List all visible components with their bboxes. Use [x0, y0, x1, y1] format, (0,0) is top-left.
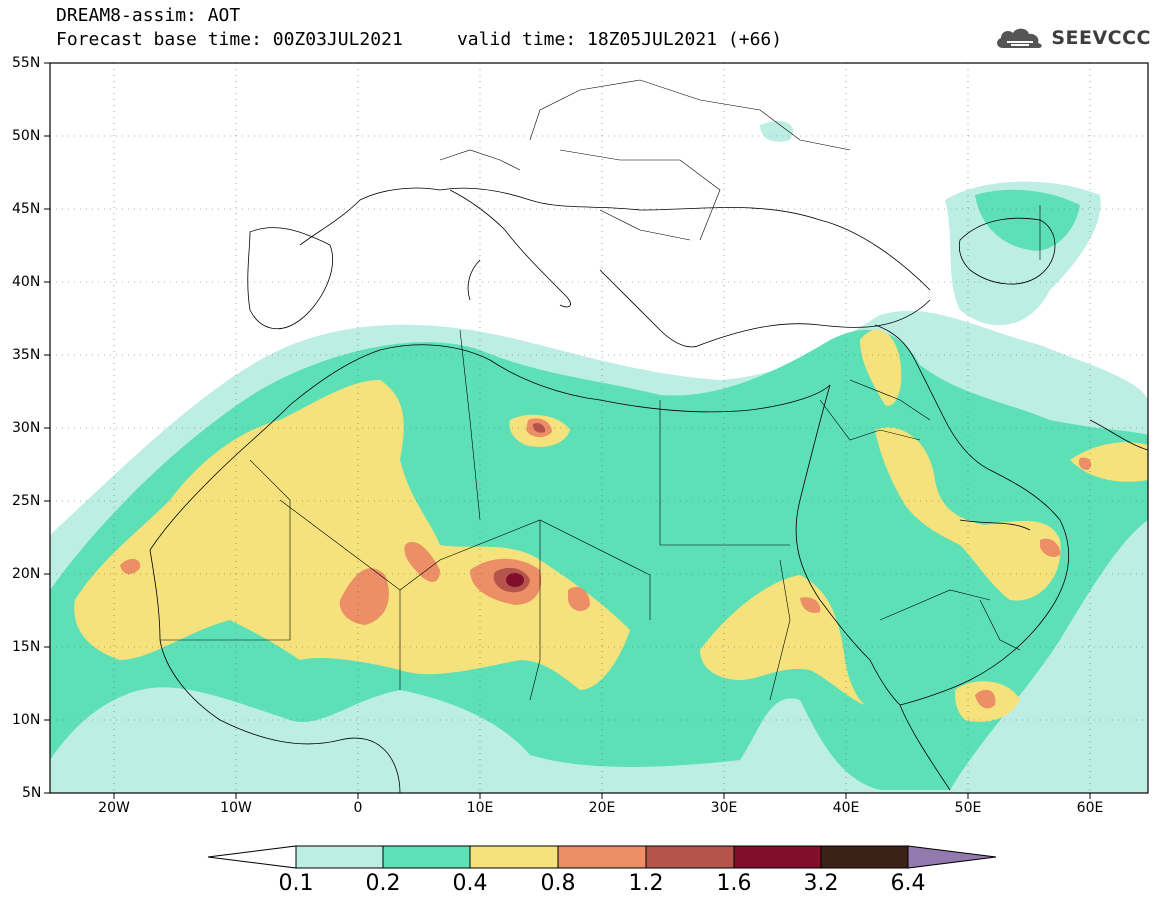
lon-label: 30E [710, 800, 738, 816]
cloud-icon [997, 28, 1043, 48]
lat-label: 25N [12, 493, 41, 509]
colorbar-swatch-2 [382, 845, 471, 869]
brand-name: SEEVCCC [1051, 27, 1151, 49]
colorbar-label: 0.2 [365, 871, 401, 896]
colorbar-label: 1.6 [716, 871, 752, 896]
lat-label: 30N [12, 420, 41, 436]
lon-label: 10E [466, 800, 494, 816]
lat-label: 20N [12, 566, 41, 582]
colorbar-swatch-5 [645, 845, 735, 869]
lat-label: 40N [12, 274, 41, 290]
lat-label: 50N [12, 128, 41, 144]
lon-label: 40E [832, 800, 860, 816]
colorbar-swatch-7 [820, 845, 909, 869]
lat-label: 15N [12, 639, 41, 655]
colorbar-label: 6.4 [890, 871, 926, 896]
colorbar-label: 1.2 [628, 871, 664, 896]
lat-label: 10N [12, 712, 41, 728]
aot-field-1.6 [506, 573, 524, 587]
brand-logo: SEEVCCC [993, 24, 1151, 52]
lat-label: 5N [22, 785, 42, 801]
aot-field-0.4 [74, 329, 1148, 722]
colorbar-label: 0.8 [540, 871, 576, 896]
lon-label: 50E [954, 800, 982, 816]
map-title: DREAM8-assim: AOT [56, 5, 241, 26]
coastlines [149, 187, 1148, 793]
colorbar-label: 0.1 [278, 871, 314, 896]
country-borders [160, 79, 1041, 701]
lon-label: 10W [220, 800, 252, 816]
colorbar-swatch-over [907, 845, 997, 869]
colorbar-swatch-4 [557, 845, 647, 869]
colorbar-label: 0.4 [452, 871, 488, 896]
colorbar-label: 3.2 [803, 871, 839, 896]
colorbar-swatch-under [207, 845, 297, 869]
colorbar-swatch-1 [295, 845, 384, 869]
lat-label: 55N [12, 55, 41, 71]
axis-ticks [44, 62, 1091, 799]
lon-label: 20E [588, 800, 616, 816]
lat-label: 45N [12, 201, 41, 217]
colorbar-swatch-3 [469, 845, 559, 869]
colorbar [207, 845, 997, 869]
lon-label: 0 [353, 800, 363, 816]
forecast-time-line: Forecast base time: 00Z03JUL2021 valid t… [56, 29, 783, 50]
lat-label: 35N [12, 347, 41, 363]
colorbar-swatch-6 [733, 845, 822, 869]
lon-label: 20W [98, 800, 130, 816]
lon-label: 60E [1076, 800, 1104, 816]
